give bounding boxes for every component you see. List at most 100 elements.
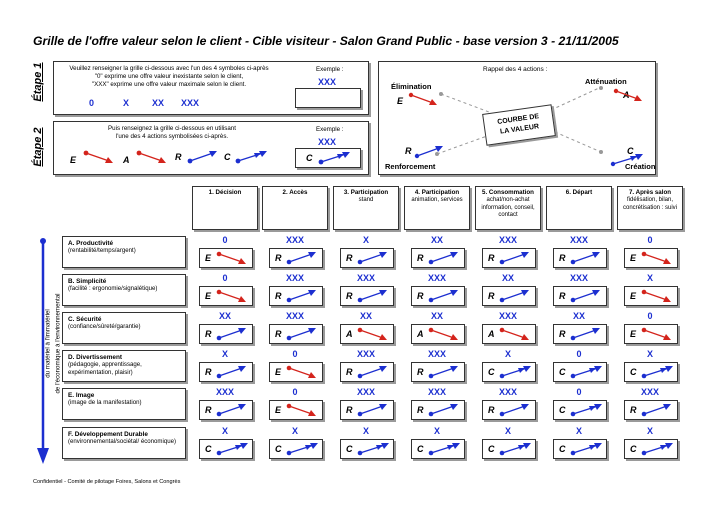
cell-value[interactable]: X [433,426,440,436]
cell-value[interactable]: 0 [576,349,582,359]
cell-action-box[interactable]: R [411,400,465,420]
cell-action-box[interactable]: E [624,286,678,306]
cell-action-box[interactable]: C [553,400,607,420]
cell-action-box[interactable]: E [199,286,253,306]
attenuation-arrow-icon [136,150,166,163]
cell-value[interactable]: XXX [356,387,375,397]
cell-value[interactable]: XXX [427,349,446,359]
cell-action-box[interactable]: R [199,324,253,344]
cell-action-box[interactable]: C [553,439,607,459]
cell-action-box[interactable]: R [624,400,678,420]
cell-value[interactable]: X [291,426,298,436]
cell-value[interactable]: XXX [498,235,517,245]
row-label-4: D. Divertissement (pédagogie, apprentissa… [62,350,186,382]
cell-action-letter: R [346,291,353,301]
cell-action-box[interactable]: E [624,248,678,268]
cell-value[interactable]: XXX [356,273,375,283]
cell-action-box[interactable]: R [482,248,536,268]
column-header-2: 2. Accès [262,186,328,230]
cell-action-box[interactable]: E [269,362,323,382]
cell-action-box[interactable]: E [269,400,323,420]
recap-creation: Création [625,162,656,171]
cell-value[interactable]: 0 [576,387,582,397]
cell-value[interactable]: 0 [647,235,653,245]
cell-value[interactable]: XXX [285,235,304,245]
cell-action-box[interactable]: R [199,400,253,420]
cell-value[interactable]: X [646,349,653,359]
cell-value[interactable]: XXX [427,387,446,397]
cell-value[interactable]: XX [218,311,231,321]
cell-action-box[interactable]: A [340,324,394,344]
cell-value[interactable]: 0 [292,387,298,397]
cell-action-box[interactable]: R [269,324,323,344]
cell-action-box[interactable]: R [269,286,323,306]
cell-value[interactable]: X [504,349,511,359]
cell-value[interactable]: 0 [222,235,228,245]
cell-value[interactable]: X [362,426,369,436]
cell-action-box[interactable]: R [340,286,394,306]
cell-value[interactable]: XXX [285,273,304,283]
cell-action-letter: R [417,291,424,301]
cell-action-box[interactable]: R [411,362,465,382]
cell-value[interactable]: XXX [498,311,517,321]
recap-attenuation: Atténuation [585,77,627,86]
cell-value[interactable]: 0 [222,273,228,283]
row-label-5: E. Image (image de la manifestation) [62,388,186,420]
cell-action-box[interactable]: R [340,248,394,268]
cell-action-box[interactable]: R [482,400,536,420]
cell-action-box[interactable]: R [411,248,465,268]
vertical-label-1: du matériel à l'immatériel [44,309,52,378]
cell-action-box[interactable]: R [411,286,465,306]
cell-value[interactable]: X [646,273,653,283]
cell-action-box[interactable]: R [553,324,607,344]
cell-action-box[interactable]: R [553,248,607,268]
cell-action-box[interactable]: C [482,362,536,382]
cell-value[interactable]: X [362,235,369,245]
cell-value[interactable]: XX [430,235,443,245]
row-title: E. Image [68,392,95,399]
cell-value[interactable]: XXX [427,273,446,283]
row-subtitle: (pédagogie, apprentissage, expérimentati… [68,361,142,376]
cell-value[interactable]: 0 [292,349,298,359]
cell-value[interactable]: XXX [498,387,517,397]
cell-action-box[interactable]: A [482,324,536,344]
cell-value[interactable]: XXX [569,273,588,283]
cell-action-box[interactable]: C [553,362,607,382]
cell-value[interactable]: X [575,426,582,436]
etape-2-box: Puis renseignez la grille ci-dessous en … [53,121,369,175]
cell-action-box[interactable]: C [269,439,323,459]
cell-action-box[interactable]: R [553,286,607,306]
cell-value[interactable]: X [504,426,511,436]
cell-value[interactable]: X [221,426,228,436]
cell-action-box[interactable]: R [482,286,536,306]
page-title: Grille de l'offre valeur selon le client… [33,34,619,48]
cell-value[interactable]: XXX [569,235,588,245]
cell-action-box[interactable]: A [411,324,465,344]
cell-value[interactable]: XXX [640,387,659,397]
cell-action-box[interactable]: C [624,362,678,382]
cell-value[interactable]: XX [501,273,514,283]
cell-action-box[interactable]: R [269,248,323,268]
cell-value[interactable]: 0 [647,311,653,321]
cell-value[interactable]: XX [572,311,585,321]
cell-action-box[interactable]: E [199,248,253,268]
cell-action-box[interactable]: C [340,439,394,459]
cell-value[interactable]: XXX [285,311,304,321]
cell-value[interactable]: XX [430,311,443,321]
cell-action-box[interactable]: R [340,362,394,382]
column-header-7: 7. Après salon fidélisation, bilan, concr… [617,186,683,230]
recap-renforcement: Renforcement [385,162,436,171]
cell-value[interactable]: XXX [215,387,234,397]
cell-action-box[interactable]: R [340,400,394,420]
cell-action-box[interactable]: C [482,439,536,459]
cell-action-box[interactable]: R [199,362,253,382]
cell-action-box[interactable]: C [199,439,253,459]
cell-value[interactable]: XX [359,311,372,321]
cell-action-box[interactable]: C [411,439,465,459]
cell-action-box[interactable]: C [624,439,678,459]
cell-value[interactable]: X [646,426,653,436]
cell-value[interactable]: XXX [356,349,375,359]
cell-value[interactable]: X [221,349,228,359]
cell-action-box[interactable]: E [624,324,678,344]
column-title: 6. Départ [565,189,593,196]
